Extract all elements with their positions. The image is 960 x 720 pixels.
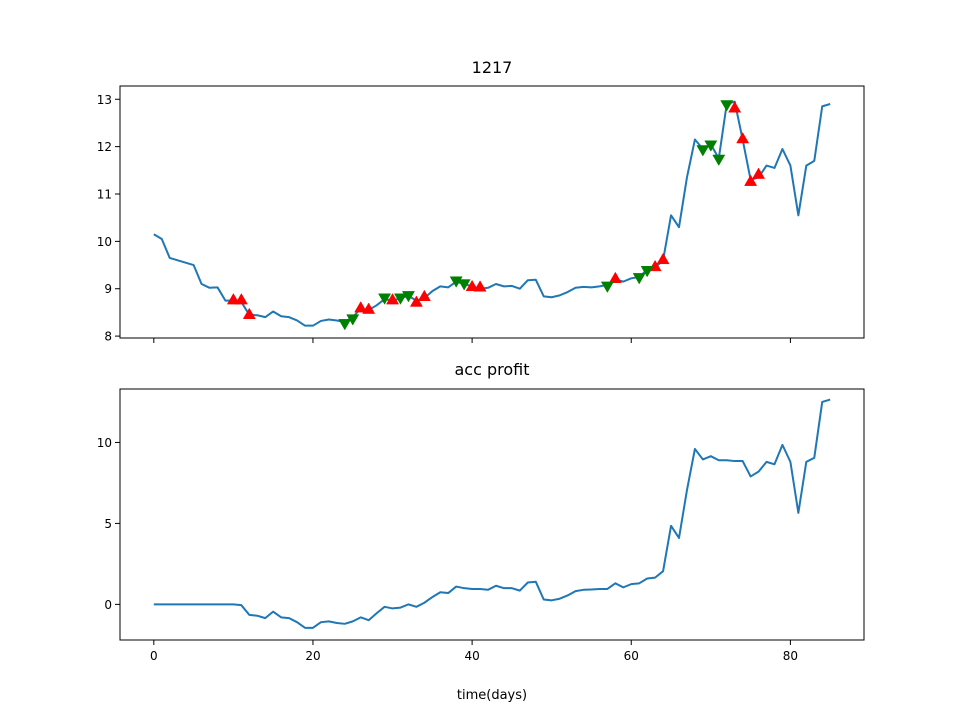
price-chart-title: 1217 xyxy=(472,58,513,77)
buy-marker xyxy=(386,293,400,305)
profit-x-tick-label: 40 xyxy=(464,649,479,663)
x-axis-label: time(days) xyxy=(457,688,527,703)
price-y-tick-label: 11 xyxy=(97,188,112,202)
sell-marker xyxy=(720,100,734,112)
profit-subplot: acc profit 0 20 40 60 80 0 5 10 time(days) xyxy=(97,360,865,703)
profit-x-tick-label: 60 xyxy=(624,649,639,663)
sell-marker xyxy=(378,293,392,305)
buy-marker xyxy=(362,302,376,314)
price-y-tick-label: 10 xyxy=(97,235,112,249)
price-plot-area: 8 9 10 11 12 13 xyxy=(97,93,831,344)
sell-marker xyxy=(704,140,718,152)
price-y-tick-label: 9 xyxy=(104,282,112,296)
profit-y-tick-label: 5 xyxy=(104,517,112,531)
buy-marker xyxy=(226,293,240,305)
sell-marker xyxy=(632,273,646,285)
buy-marker xyxy=(656,252,670,265)
sell-marker xyxy=(346,314,360,326)
price-y-tick-label: 8 xyxy=(104,330,112,344)
price-y-tick-label: 12 xyxy=(97,140,112,154)
buy-marker xyxy=(736,132,750,144)
profit-series-line xyxy=(153,398,831,629)
profit-plot-area: 0 20 40 60 80 0 5 10 xyxy=(97,398,831,663)
sell-marker xyxy=(393,293,407,305)
price-subplot: 1217 8 9 10 11 12 13 xyxy=(97,58,865,344)
buy-marker xyxy=(752,167,766,179)
price-axes-frame xyxy=(119,85,865,339)
sell-marker xyxy=(640,266,654,278)
sell-marker xyxy=(712,154,726,166)
buy-marker xyxy=(234,293,248,305)
buy-marker xyxy=(473,280,487,292)
buy-marker xyxy=(608,271,622,284)
sell-marker xyxy=(457,279,471,291)
buy-marker xyxy=(744,174,758,186)
profit-x-tick-label: 0 xyxy=(150,649,158,663)
profit-y-tick-label: 10 xyxy=(97,436,112,450)
sell-marker xyxy=(401,291,415,303)
price-y-tick-label: 13 xyxy=(97,93,112,107)
profit-chart-title: acc profit xyxy=(454,360,529,379)
profit-x-tick-label: 80 xyxy=(783,649,798,663)
sell-marker xyxy=(338,319,352,331)
profit-y-tick-label: 0 xyxy=(104,598,112,612)
buy-marker xyxy=(409,295,423,307)
sell-marker xyxy=(696,145,710,157)
buy-marker xyxy=(417,289,431,302)
buy-marker xyxy=(728,101,742,113)
profit-axes-frame xyxy=(119,388,865,641)
profit-x-tick-label: 20 xyxy=(305,649,320,663)
sell-marker xyxy=(600,281,614,293)
buy-marker xyxy=(242,307,256,320)
buy-marker xyxy=(354,301,368,313)
buy-marker xyxy=(465,279,479,292)
